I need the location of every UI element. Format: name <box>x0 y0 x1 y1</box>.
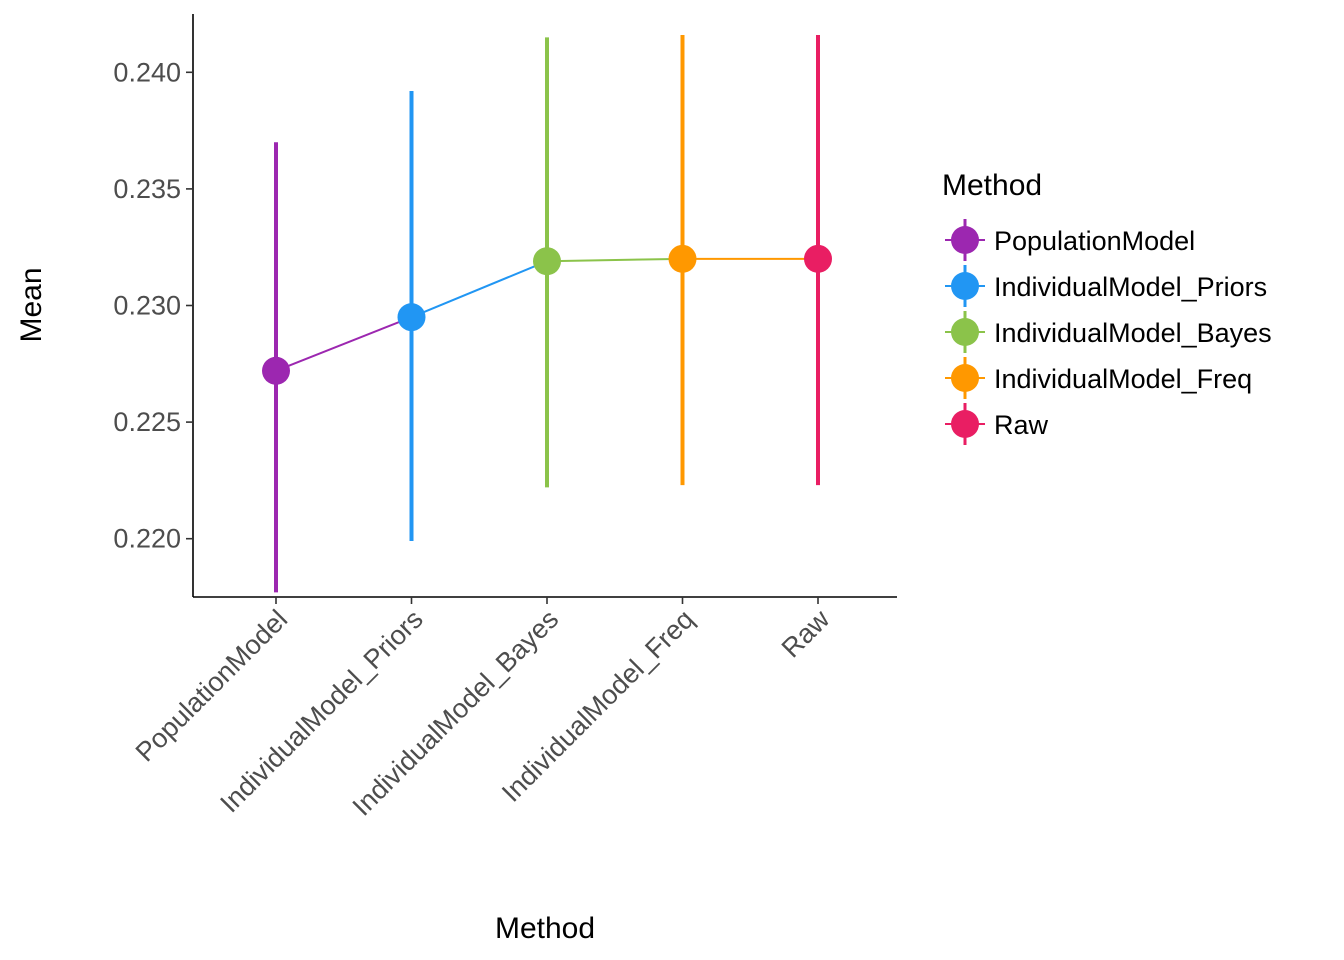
x-axis-title: Method <box>495 912 595 945</box>
x-axis-ticks: PopulationModelIndividualModel_PriorsInd… <box>130 597 836 822</box>
legend-items: PopulationModel IndividualModel_Priors Ind… <box>945 219 1272 445</box>
plot-area <box>262 34 832 593</box>
data-point-3 <box>668 244 697 273</box>
connector-line-1 <box>411 260 548 319</box>
legend: Method PopulationModel IndividualModel_Pr… <box>942 169 1272 445</box>
legend-key-point-0 <box>951 226 979 254</box>
data-point-2 <box>533 247 561 276</box>
y-tick-label-2: 0.230 <box>113 291 181 321</box>
connector-line-2 <box>546 257 683 263</box>
y-tick-label-0: 0.220 <box>113 524 181 554</box>
data-point-1 <box>397 303 426 332</box>
legend-label-3: IndividualModel_Freq <box>994 364 1252 394</box>
legend-key-point-3 <box>951 364 979 392</box>
legend-title: Method <box>942 169 1042 202</box>
legend-key-point-2 <box>951 318 979 346</box>
data-point-0 <box>262 356 290 385</box>
x-tick-label-4: Raw <box>776 604 836 664</box>
y-axis-ticks: 0.220 0.225 0.230 0.235 0.240 <box>113 57 193 554</box>
y-tick-label-1: 0.225 <box>113 407 181 437</box>
data-point-4 <box>804 244 832 273</box>
y-axis-title: Mean <box>15 267 48 342</box>
legend-label-2: IndividualModel_Bayes <box>994 318 1272 348</box>
legend-key-point-4 <box>951 410 979 438</box>
connector-line-0 <box>275 316 412 372</box>
legend-label-4: Raw <box>994 410 1049 440</box>
legend-label-0: PopulationModel <box>994 226 1195 256</box>
legend-label-1: IndividualModel_Priors <box>994 272 1267 302</box>
y-tick-label-4: 0.240 <box>113 57 181 87</box>
y-tick-label-3: 0.235 <box>113 174 181 204</box>
legend-key-point-1 <box>951 272 979 300</box>
